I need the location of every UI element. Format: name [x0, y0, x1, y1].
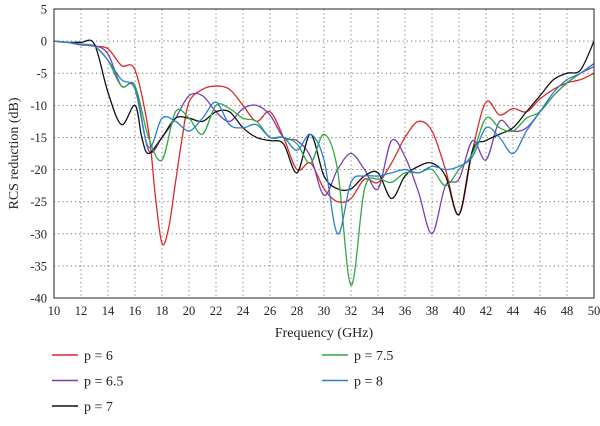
y-tick-label: -5: [37, 67, 47, 81]
legend: p = 6 p = 6.5 p = 7 p = 7.5 p = 8: [52, 349, 393, 415]
x-tick-label: 20: [183, 304, 196, 318]
x-tick-label: 40: [453, 304, 466, 318]
legend-label: p = 7.5: [354, 349, 393, 364]
grid: [54, 9, 594, 298]
series-lines: [53, 39, 595, 286]
x-tick-label: 28: [291, 304, 304, 318]
legend-item: p = 8: [322, 375, 383, 390]
y-axis-label: RCS reduction (dB): [7, 97, 22, 209]
x-tick-label: 34: [372, 304, 385, 318]
x-tick-label: 10: [48, 304, 61, 318]
legend-label: p = 7: [84, 400, 113, 415]
x-tick-label: 32: [345, 304, 358, 318]
series-line-4: [53, 40, 595, 235]
legend-label: p = 6: [84, 349, 113, 364]
x-tick-label: 30: [318, 304, 331, 318]
legend-item: p = 7: [52, 400, 113, 415]
x-tick-label: 50: [588, 304, 600, 318]
y-tick-label: -35: [30, 259, 47, 273]
x-tick-label: 46: [534, 304, 547, 318]
legend-item: p = 7.5: [322, 349, 393, 364]
x-tick-label: 36: [399, 304, 412, 318]
y-tick-label: -40: [30, 292, 47, 306]
series-line-3: [53, 40, 595, 286]
y-tick-label: -30: [30, 227, 47, 241]
series-line-0: [53, 40, 595, 246]
x-tick-label: 38: [426, 304, 439, 318]
y-axis-ticks: 5 0 -5 -10 -15 -20 -25 -30 -35 -40: [30, 3, 47, 306]
y-tick-label: 5: [41, 3, 47, 17]
series-line-2: [53, 39, 595, 216]
y-tick-label: -10: [30, 99, 47, 113]
plot-frame: [53, 8, 595, 299]
x-tick-label: 26: [264, 304, 277, 318]
x-tick-label: 44: [507, 304, 520, 318]
legend-label: p = 6.5: [84, 375, 123, 390]
x-tick-label: 18: [156, 304, 169, 318]
x-axis-ticks: 10 12 14 16 18 20 22 24 26 28 30 32 34 36 38 40 42 44 46 48…: [48, 304, 600, 318]
legend-item: p = 6: [52, 349, 113, 364]
y-tick-label: -15: [30, 131, 47, 145]
x-tick-label: 22: [210, 304, 223, 318]
legend-item: p = 6.5: [52, 375, 123, 390]
x-tick-label: 42: [480, 304, 493, 318]
legend-label: p = 8: [354, 375, 383, 390]
x-tick-label: 24: [237, 304, 250, 318]
y-tick-label: 0: [41, 35, 47, 49]
x-tick-label: 14: [102, 304, 115, 318]
x-tick-label: 12: [75, 304, 88, 318]
x-tick-label: 48: [561, 304, 574, 318]
y-tick-label: -20: [30, 163, 47, 177]
x-tick-label: 16: [129, 304, 142, 318]
x-axis-label: Frequency (GHz): [275, 326, 374, 341]
y-tick-label: -25: [30, 195, 47, 209]
